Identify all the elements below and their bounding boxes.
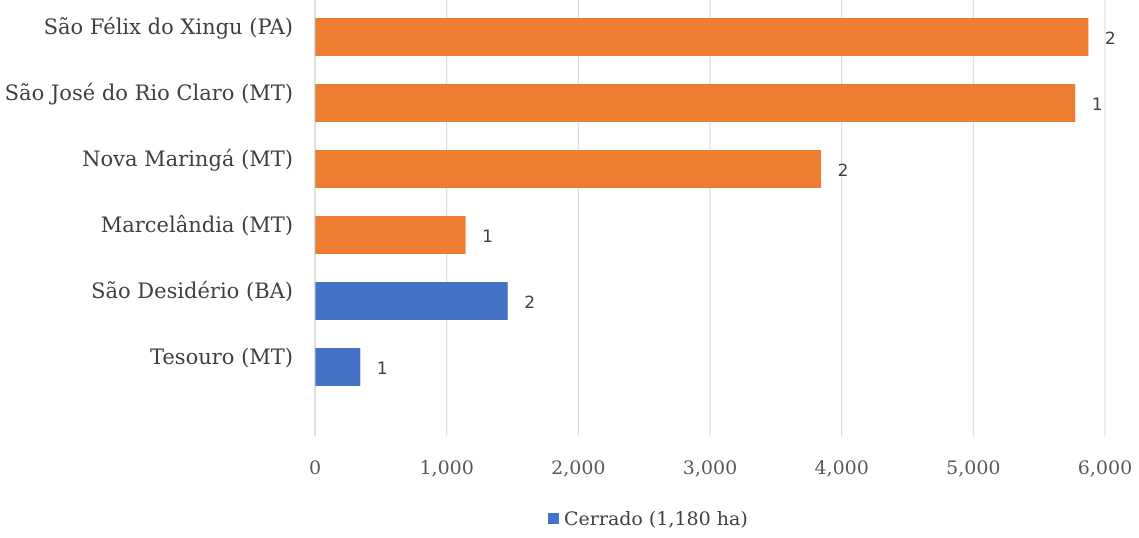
bar bbox=[315, 348, 361, 386]
data-label: 1 bbox=[1092, 95, 1103, 115]
gridlines bbox=[446, 0, 1106, 436]
legend-label: Cerrado (1,180 ha) bbox=[564, 508, 748, 530]
bars bbox=[315, 18, 1089, 386]
bar bbox=[315, 216, 466, 254]
data-label: 2 bbox=[524, 293, 535, 313]
bar bbox=[315, 282, 508, 320]
bar bbox=[315, 150, 822, 188]
category-label: São Desidério (BA) bbox=[91, 279, 293, 303]
legend-swatch bbox=[548, 513, 559, 524]
x-tick-label: 1,000 bbox=[419, 457, 473, 479]
data-label: 2 bbox=[838, 161, 849, 181]
bar bbox=[315, 84, 1076, 122]
category-label: São Félix do Xingu (PA) bbox=[44, 15, 293, 39]
legend: Cerrado (1,180 ha) bbox=[548, 508, 748, 530]
data-label: 1 bbox=[482, 227, 493, 247]
data-label: 1 bbox=[377, 359, 388, 379]
x-tick-label: 0 bbox=[309, 457, 321, 479]
category-label: Marcelândia (MT) bbox=[101, 213, 293, 237]
category-label: Tesouro (MT) bbox=[150, 345, 293, 369]
category-label: Nova Maringá (MT) bbox=[82, 147, 293, 171]
labels: 0 1,000 2,000 3,000 4,000 5,000 6,000 São Félix… bbox=[5, 15, 1133, 479]
x-tick-label: 6,000 bbox=[1078, 457, 1132, 479]
data-label: 2 bbox=[1105, 29, 1116, 49]
x-tick-label: 3,000 bbox=[683, 457, 737, 479]
category-label: São José do Rio Claro (MT) bbox=[5, 81, 293, 105]
x-tick-label: 2,000 bbox=[551, 457, 605, 479]
x-tick-label: 4,000 bbox=[814, 457, 868, 479]
x-tick-label: 5,000 bbox=[946, 457, 1000, 479]
bar bbox=[315, 18, 1089, 56]
